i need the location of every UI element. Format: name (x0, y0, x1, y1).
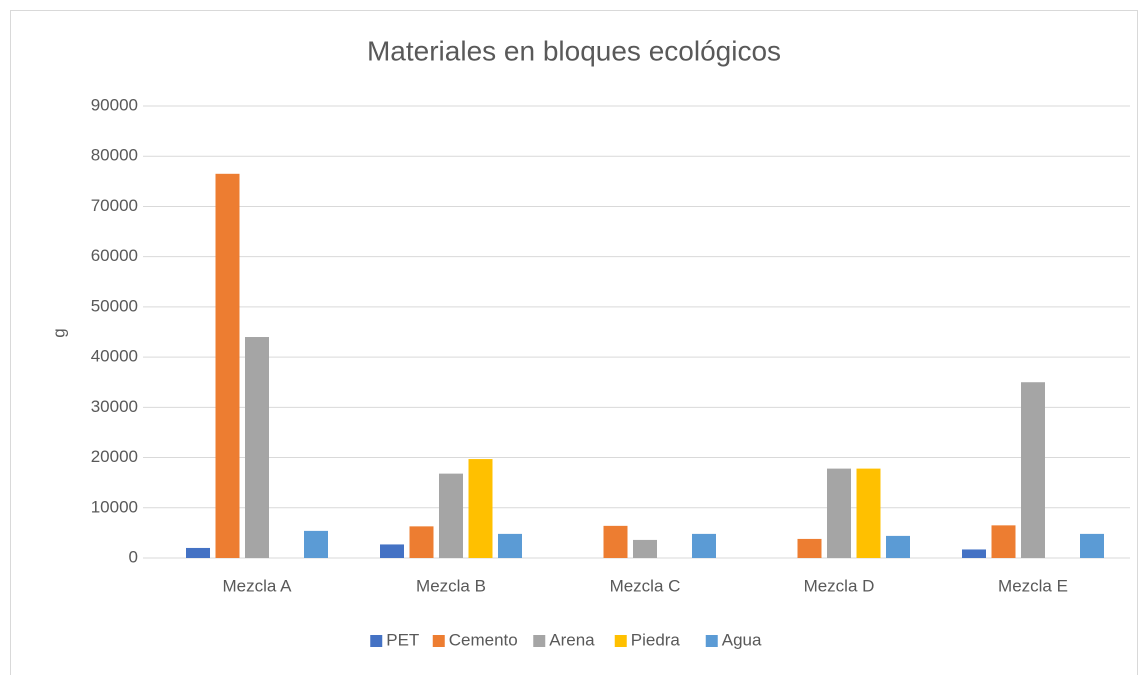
chart-border (10, 10, 1138, 680)
legend-swatch (432, 635, 445, 647)
legend-swatch (614, 635, 627, 647)
y-tick-label: 80000 (91, 146, 138, 165)
bar (886, 535, 910, 558)
legend-label: Agua (722, 630, 762, 649)
bar (1080, 533, 1104, 558)
y-tick-label: 40000 (91, 347, 138, 366)
bar (468, 459, 493, 558)
bar (633, 539, 657, 558)
x-tick-label: Mezcla E (998, 576, 1068, 595)
y-tick-label: 50000 (91, 296, 138, 315)
x-tick-label: Mezcla B (416, 576, 486, 595)
bar (797, 538, 822, 558)
y-axis-label: g (49, 328, 68, 337)
y-tick-label: 20000 (91, 447, 138, 466)
legend-swatch (705, 635, 718, 647)
bar (1021, 382, 1045, 558)
y-tick-label: 60000 (91, 246, 138, 265)
bar (439, 473, 463, 558)
bar (603, 525, 628, 558)
legend-swatch (533, 635, 546, 647)
x-tick-label: Mezcla A (223, 576, 293, 595)
legend-label: Cemento (449, 630, 518, 649)
y-tick-label: 30000 (91, 397, 138, 416)
legend-label: Piedra (631, 630, 681, 649)
legend-label: Arena (549, 630, 595, 649)
bar (186, 547, 210, 558)
x-tick-label: Mezcla C (610, 576, 681, 595)
y-tick-label: 90000 (91, 95, 138, 114)
bar (245, 337, 269, 558)
bar (962, 549, 986, 558)
y-tick-label: 70000 (91, 196, 138, 215)
bar (856, 468, 881, 558)
bar (215, 173, 240, 559)
y-tick-label: 10000 (91, 497, 138, 516)
legend-label: PET (386, 630, 419, 649)
bar (991, 525, 1016, 558)
chart-title: Materiales en bloques ecológicos (367, 35, 781, 66)
bar (498, 533, 522, 558)
bar (304, 530, 328, 558)
x-tick-label: Mezcla D (804, 576, 875, 595)
bar (827, 468, 851, 558)
bar (380, 544, 404, 558)
y-tick-label: 0 (129, 547, 138, 566)
bar (409, 526, 434, 558)
bar (692, 533, 716, 558)
legend-swatch (370, 635, 383, 647)
